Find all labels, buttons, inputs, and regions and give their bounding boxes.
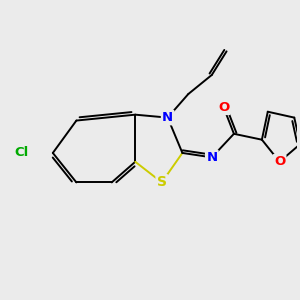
Text: O: O — [218, 101, 229, 114]
Text: O: O — [274, 155, 285, 168]
Text: N: N — [206, 151, 218, 164]
Text: S: S — [157, 176, 167, 189]
Text: N: N — [162, 111, 173, 124]
Text: Cl: Cl — [15, 146, 29, 159]
